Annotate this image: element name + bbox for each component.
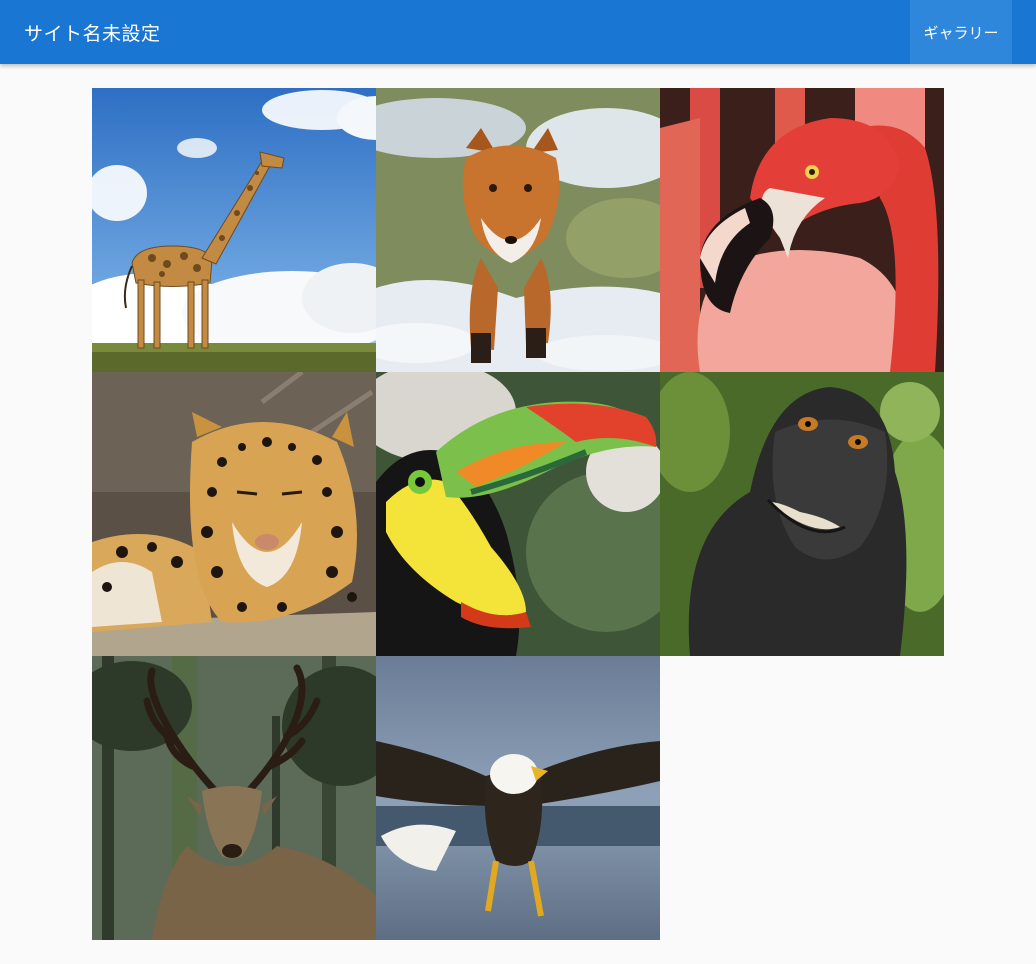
gallery-item-fox[interactable] <box>376 88 660 372</box>
gallery-item-deer[interactable] <box>92 656 376 940</box>
deer-image <box>92 656 376 940</box>
macaque-image <box>660 372 944 656</box>
toucan-image <box>376 372 660 656</box>
gallery-item-eagle[interactable] <box>376 656 660 940</box>
gallery-item-toucan[interactable] <box>376 372 660 656</box>
gallery-grid <box>92 88 944 940</box>
giraffe-image <box>92 88 376 372</box>
leopard-image <box>92 372 376 656</box>
gallery-item-flamingo[interactable] <box>660 88 944 372</box>
site-title[interactable]: サイト名未設定 <box>24 22 161 45</box>
flamingo-image <box>660 88 944 372</box>
gallery-item-leopard[interactable] <box>92 372 376 656</box>
fox-image <box>376 88 660 372</box>
gallery-item-giraffe[interactable] <box>92 88 376 372</box>
gallery-item-macaque[interactable] <box>660 372 944 656</box>
app-bar: サイト名未設定 ギャラリー <box>0 0 1036 64</box>
nav-item-gallery[interactable]: ギャラリー <box>910 0 1012 64</box>
eagle-image <box>376 656 660 940</box>
